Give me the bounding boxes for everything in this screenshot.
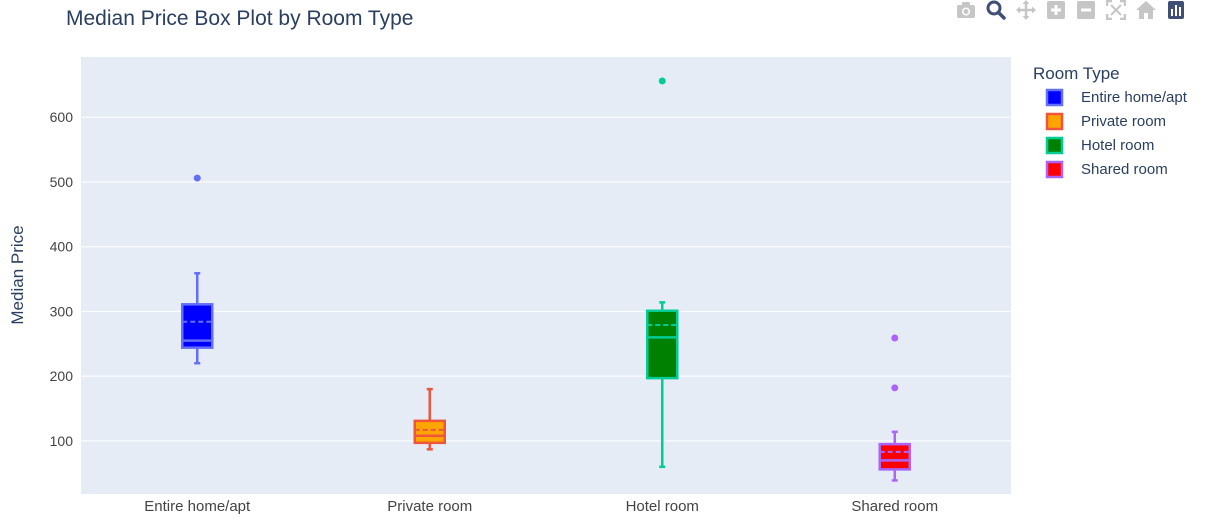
y-tick-label: 100 [50,433,74,449]
legend-swatch [1047,90,1062,105]
box-iqr [880,444,910,469]
legend-label: Shared room [1081,161,1168,178]
plotly-logo-icon [1168,1,1184,19]
x-tick-label: Shared room [851,498,938,515]
legend: Room Type Entire home/apt Private room Hot… [1033,64,1188,178]
legend-item[interactable]: Entire home/apt [1047,89,1188,106]
x-tick-label: Private room [387,498,472,515]
x-axis-ticks: Entire home/apt Private room Hotel room Sha… [144,498,938,515]
zoom-icon [986,0,1006,20]
legend-label: Private room [1081,113,1166,130]
autoscale-button[interactable] [1105,0,1127,20]
zoom-out-button[interactable] [1075,0,1097,20]
pan-icon [1016,0,1036,20]
legend-item[interactable]: Private room [1047,113,1166,130]
legend-items: Entire home/apt Private room Hotel room Sha… [1047,89,1188,178]
modebar [955,0,1195,20]
plot-area[interactable] [81,57,1011,494]
zoom-button[interactable] [985,0,1007,20]
pan-button[interactable] [1015,0,1037,20]
chart-title: Median Price Box Plot by Room Type [66,7,413,30]
y-tick-label: 200 [50,368,74,384]
legend-item[interactable]: Shared room [1047,161,1168,178]
box-iqr [415,421,445,443]
zoom-in-icon [1047,1,1065,19]
camera-icon [956,1,976,19]
zoom-in-button[interactable] [1045,0,1067,20]
legend-label: Hotel room [1081,137,1154,154]
zoom-out-icon [1077,1,1095,19]
y-axis-title: Median Price [8,225,27,324]
legend-title: Room Type [1033,64,1120,83]
outlier-point[interactable] [194,175,201,182]
box-iqr [647,311,677,378]
plotly-logo-button[interactable] [1165,0,1187,20]
y-axis-ticks: 100 200 300 400 500 600 [50,109,74,449]
outlier-point[interactable] [891,334,898,341]
home-icon [1136,1,1156,19]
legend-swatch [1047,114,1062,129]
legend-swatch [1047,162,1062,177]
y-tick-label: 500 [50,174,74,190]
outlier-point[interactable] [659,77,666,84]
reset-axes-button[interactable] [1135,0,1157,20]
x-tick-label: Entire home/apt [144,498,251,515]
y-tick-label: 600 [50,109,74,125]
outlier-point[interactable] [891,384,898,391]
legend-label: Entire home/apt [1081,89,1188,106]
legend-swatch [1047,138,1062,153]
y-tick-label: 400 [50,239,74,255]
y-tick-label: 300 [50,303,74,319]
x-tick-label: Hotel room [626,498,699,515]
autoscale-icon [1106,0,1126,20]
camera-button[interactable] [955,0,977,20]
legend-item[interactable]: Hotel room [1047,137,1154,154]
